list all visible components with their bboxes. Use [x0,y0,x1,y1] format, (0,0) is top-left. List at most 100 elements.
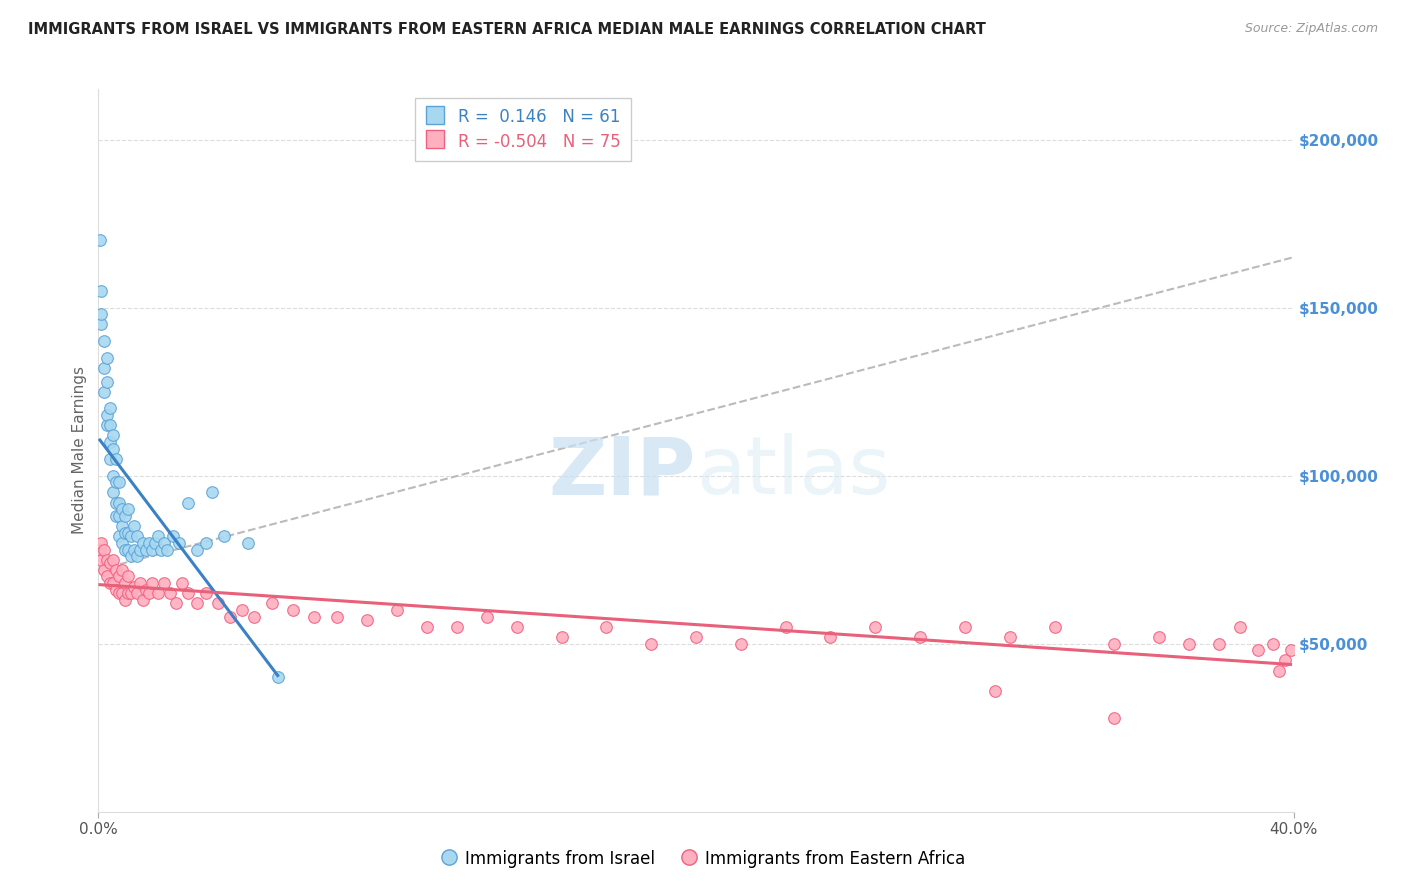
Point [207,596,229,610]
Point [93,384,115,399]
Point [105,582,128,597]
Point [96,408,118,422]
Point [1043,620,1066,634]
Point [96,375,118,389]
Point [93,542,115,557]
Point [172,576,194,591]
Point [129,576,152,591]
Point [506,620,529,634]
Point [90,318,112,332]
Point [111,519,134,533]
Point [141,576,163,591]
Point [1229,620,1251,634]
Point [111,536,134,550]
Point [105,451,128,466]
Point [89,234,111,248]
Point [103,468,125,483]
Point [111,586,134,600]
Point [96,418,118,433]
Point [114,508,136,523]
Point [111,563,134,577]
Point [120,549,142,564]
Point [90,284,112,298]
Point [236,536,259,550]
Point [1267,664,1289,678]
Point [138,536,160,550]
Point [103,576,125,591]
Point [908,630,931,644]
Point [127,586,149,600]
Point [135,542,157,557]
Point [103,428,125,442]
Point [984,683,1007,698]
Point [150,542,173,557]
Point [132,536,155,550]
Point [117,525,139,540]
Point [1147,630,1170,644]
Point [108,495,131,509]
Point [685,630,707,644]
Point [186,596,208,610]
Point [129,542,152,557]
Point [117,542,139,557]
Point [98,451,122,466]
Point [98,556,122,570]
Point [143,536,166,550]
Point [108,529,131,543]
Point [135,582,157,597]
Point [114,525,136,540]
Point [90,307,112,321]
Point [93,361,115,376]
Point [1104,711,1126,725]
Point [177,495,200,509]
Point [640,637,662,651]
Point [416,620,439,634]
Point [93,334,115,349]
Point [165,596,187,610]
Point [865,620,887,634]
Point [148,586,170,600]
Point [1247,643,1270,657]
Point [156,542,179,557]
Point [127,549,149,564]
Point [1279,643,1302,657]
Point [1261,637,1284,651]
Text: IMMIGRANTS FROM ISRAEL VS IMMIGRANTS FROM EASTERN AFRICA MEDIAN MALE EARNINGS CO: IMMIGRANTS FROM ISRAEL VS IMMIGRANTS FRO… [28,22,986,37]
Point [89,542,111,557]
Point [260,596,283,610]
Legend: R =  0.146   N = 61, R = -0.504   N = 75: R = 0.146 N = 61, R = -0.504 N = 75 [415,97,631,161]
Point [195,586,218,600]
Point [96,552,118,566]
Point [446,620,468,634]
Y-axis label: Median Male Earnings: Median Male Earnings [72,367,87,534]
Point [120,529,142,543]
Point [124,580,146,594]
Point [105,495,128,509]
Point [93,563,115,577]
Point [98,401,122,416]
Point [820,630,842,644]
Legend: Immigrants from Israel, Immigrants from Eastern Africa: Immigrants from Israel, Immigrants from … [433,844,973,875]
Point [1274,653,1296,667]
Point [595,620,617,634]
Point [281,603,304,617]
Point [132,593,155,607]
Point [550,630,572,644]
Point [141,542,163,557]
Point [953,620,976,634]
Point [148,529,170,543]
Point [98,435,122,450]
Point [138,586,160,600]
Point [219,609,242,624]
Point [730,637,752,651]
Point [108,569,131,583]
Point [96,351,118,365]
Point [105,508,128,523]
Point [356,613,378,627]
Point [162,529,184,543]
Point [998,630,1021,644]
Point [105,475,128,490]
Text: ZIP: ZIP [548,434,696,511]
Point [103,485,125,500]
Point [108,508,131,523]
